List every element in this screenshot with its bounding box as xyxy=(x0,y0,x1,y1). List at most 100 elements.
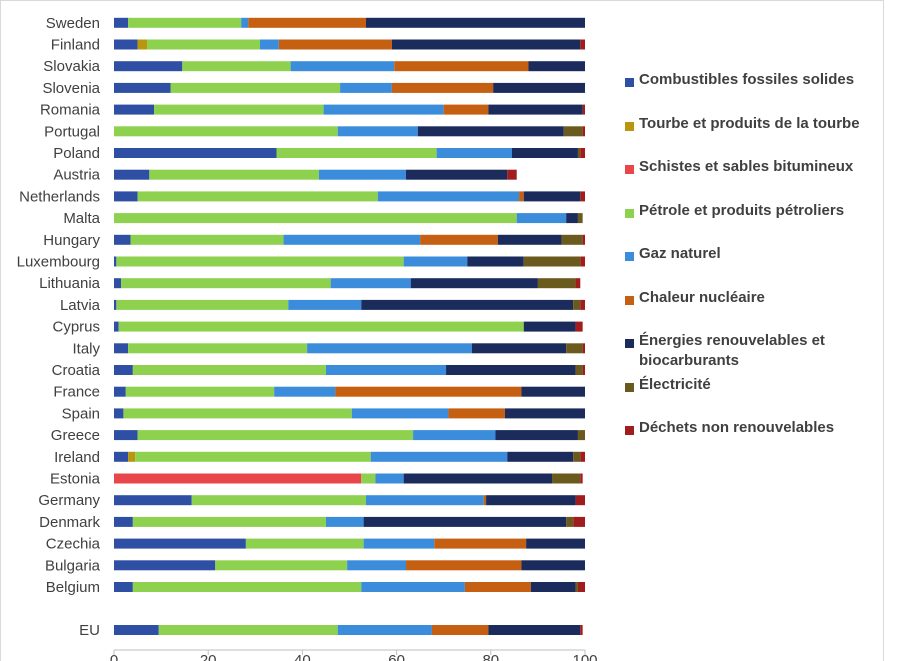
bar-segment xyxy=(137,430,414,441)
category-label: Finland xyxy=(51,37,100,54)
bar-segment xyxy=(361,299,574,310)
bar-segment xyxy=(260,39,279,50)
bar-segment xyxy=(577,148,581,158)
bar-segment xyxy=(274,386,336,397)
bar-segment xyxy=(114,365,133,375)
bar-segment xyxy=(337,126,418,137)
bar-segment xyxy=(577,582,585,592)
bar-segment xyxy=(516,213,567,224)
x-tick-label: 40 xyxy=(294,652,311,661)
bar-segment xyxy=(365,17,585,28)
legend-swatch xyxy=(625,339,634,348)
bar-segment xyxy=(114,191,138,202)
bar-segment xyxy=(413,430,496,441)
bar-segment xyxy=(182,61,291,72)
bar-segment xyxy=(128,451,136,462)
bar-segment xyxy=(582,343,585,354)
bar-segment xyxy=(114,582,133,592)
category-label: Czechia xyxy=(46,536,101,553)
bar-segment xyxy=(114,321,119,332)
bar-segment xyxy=(377,191,520,202)
bar-segment xyxy=(283,234,421,245)
legend-swatch xyxy=(625,382,634,392)
bar-segment xyxy=(582,104,585,115)
bar-segment xyxy=(497,234,562,245)
legend-item: Tourbe et produits de la tourbe xyxy=(625,114,895,158)
bar-segment xyxy=(420,234,498,245)
bar-segment xyxy=(530,582,576,592)
bar-segment xyxy=(114,299,117,310)
bar-segment xyxy=(278,39,392,50)
bar-segment xyxy=(116,299,289,310)
category-label: Italy xyxy=(72,340,100,357)
bar-segment xyxy=(114,473,362,484)
bar-segment xyxy=(128,343,308,354)
bar-segment xyxy=(114,126,338,137)
legend-item: Gaz naturel xyxy=(625,244,895,288)
legend-item: Énergies renouvelables et biocarburants xyxy=(625,331,895,375)
bar-segment xyxy=(523,256,581,267)
bar-segment xyxy=(391,39,581,50)
bar-segment xyxy=(580,39,585,50)
bar-segment xyxy=(248,17,366,28)
bar-segment xyxy=(340,82,392,93)
category-label: Germany xyxy=(38,492,100,509)
bar-segment xyxy=(363,516,567,527)
bar-segment xyxy=(507,451,574,462)
bar-segment xyxy=(495,430,578,441)
bar-segment xyxy=(170,82,341,93)
bar-segment xyxy=(132,582,362,592)
bar-segment xyxy=(521,560,585,571)
legend-swatch xyxy=(625,165,634,174)
bar-segment xyxy=(121,278,331,289)
bar-segment xyxy=(363,538,435,549)
bar-segment xyxy=(391,82,494,93)
bar-segment xyxy=(537,278,576,289)
x-tick-label: 80 xyxy=(482,652,499,661)
category-label: Sweden xyxy=(46,15,100,32)
bar-segment xyxy=(276,148,437,158)
bar-segment xyxy=(365,495,484,506)
bar-segment xyxy=(114,256,117,267)
legend-item: Déchets non renouvelables xyxy=(625,418,895,462)
bar-segment xyxy=(523,191,581,202)
category-label: Slovakia xyxy=(43,58,100,75)
bar-segment xyxy=(580,625,583,635)
legend-label: Schistes et sables bitumineux xyxy=(639,158,854,175)
bar-segment xyxy=(351,408,449,419)
bar-segment xyxy=(318,169,407,180)
bar-segment xyxy=(114,82,171,93)
legend-label: Pétrole et produits pétroliers xyxy=(639,201,845,219)
bar-segment xyxy=(114,213,517,224)
bar-segment xyxy=(323,104,444,115)
category-label: Croatia xyxy=(52,362,101,379)
bar-segment xyxy=(146,39,261,50)
bar-segment xyxy=(580,191,585,202)
x-tick-label: 100 xyxy=(572,652,597,661)
bar-segment xyxy=(361,582,465,592)
bar-segment xyxy=(493,82,585,93)
bar-segment xyxy=(582,126,585,137)
category-label: Bulgaria xyxy=(45,557,101,574)
bar-segment xyxy=(154,104,324,115)
legend-label: Déchets non renouvelables xyxy=(639,419,835,436)
legend-item: Schistes et sables bitumineux xyxy=(625,157,895,201)
bar-segment xyxy=(580,148,585,158)
bar-segment xyxy=(406,560,522,571)
bar-segment xyxy=(504,408,585,419)
category-label: Malta xyxy=(63,210,100,227)
category-label: Spain xyxy=(62,405,100,422)
bar-segment xyxy=(464,582,531,592)
bar-segment xyxy=(483,495,487,506)
category-label: France xyxy=(53,384,100,401)
bar-segment xyxy=(114,17,129,28)
bar-segment xyxy=(114,61,183,72)
bar-segment xyxy=(241,17,249,28)
category-label: Belgium xyxy=(46,579,100,596)
bar-segment xyxy=(114,625,159,635)
bar-segment xyxy=(486,495,576,506)
legend-swatch xyxy=(625,78,634,87)
bar-segment xyxy=(406,169,508,180)
bar-segment xyxy=(575,495,585,506)
